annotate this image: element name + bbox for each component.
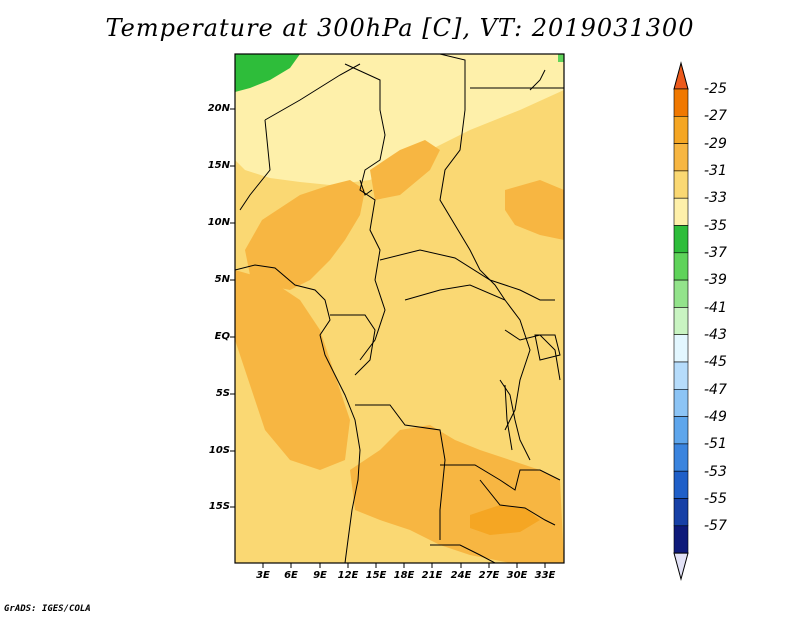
field-minus-37 bbox=[235, 54, 300, 92]
lat-label-20n: 20N bbox=[207, 103, 230, 114]
colorbar-label: -39 bbox=[704, 272, 727, 288]
field-minus-31-sudan bbox=[505, 180, 564, 240]
colorbar-swatch bbox=[673, 225, 689, 254]
colorbar-swatch bbox=[673, 197, 689, 226]
lat-label-15s: 15S bbox=[208, 501, 230, 512]
lon-label-9e: 9E bbox=[313, 570, 327, 581]
map-title: Temperature at 300hPa [C], VT: 201903130… bbox=[105, 14, 695, 42]
grads-credit: GrADS: IGES/COLA bbox=[4, 604, 91, 614]
colorbar-top-arrow bbox=[673, 61, 689, 90]
lat-label-5s: 5S bbox=[215, 388, 230, 399]
colorbar-label: -55 bbox=[704, 491, 727, 507]
colorbar-label: -57 bbox=[704, 518, 727, 534]
lon-label-12e: 12E bbox=[337, 570, 359, 581]
lon-label-21e: 21E bbox=[421, 570, 443, 581]
lat-label-5n: 5N bbox=[214, 274, 230, 285]
colorbar-swatch bbox=[673, 416, 689, 445]
colorbar-swatch bbox=[673, 116, 689, 144]
colorbar-swatch bbox=[673, 443, 689, 472]
country-borders bbox=[235, 54, 564, 563]
colorbar-swatch bbox=[673, 334, 689, 363]
lat-label-10n: 10N bbox=[207, 217, 230, 228]
lon-label-33e: 33E bbox=[534, 570, 556, 581]
lat-label-eq: EQ bbox=[214, 331, 230, 342]
colorbar-swatch bbox=[673, 498, 689, 527]
field-minus-35-north bbox=[235, 54, 564, 185]
axis-ticks bbox=[230, 108, 546, 568]
colorbar-label: -33 bbox=[704, 190, 727, 206]
colorbar-label: -49 bbox=[704, 409, 727, 425]
colorbar-label: -31 bbox=[704, 163, 727, 179]
field-minus-29 bbox=[470, 505, 540, 535]
temperature-field bbox=[235, 54, 564, 563]
lat-label-10s: 10S bbox=[208, 445, 230, 456]
map-frame bbox=[234, 53, 565, 564]
colorbar-label: -29 bbox=[704, 136, 727, 152]
colorbar-swatch bbox=[673, 279, 689, 308]
colorbar-label: -47 bbox=[704, 382, 727, 398]
colorbar-label: -45 bbox=[704, 354, 727, 370]
colorbar-label: -41 bbox=[704, 300, 727, 316]
colorbar-swatch bbox=[673, 388, 689, 417]
colorbar-swatch bbox=[673, 252, 689, 281]
field-minus-31-west-africa bbox=[245, 180, 365, 290]
colorbar-swatch bbox=[673, 525, 689, 554]
lon-label-30e: 30E bbox=[506, 570, 528, 581]
colorbar bbox=[673, 61, 689, 582]
colorbar-label: -37 bbox=[704, 245, 727, 261]
colorbar-swatch bbox=[673, 143, 689, 172]
lon-label-3e: 3E bbox=[256, 570, 270, 581]
colorbar-label: -25 bbox=[704, 81, 727, 97]
colorbar-label: -51 bbox=[704, 436, 727, 452]
colorbar-swatch bbox=[673, 361, 689, 390]
field-minus-37-east bbox=[558, 54, 564, 62]
colorbar-swatch bbox=[673, 470, 689, 499]
colorbar-swatch bbox=[673, 170, 689, 199]
lat-label-15n: 15N bbox=[207, 160, 230, 171]
field-minus-31-chad bbox=[370, 140, 440, 200]
lon-label-27e: 27E bbox=[478, 570, 500, 581]
colorbar-label: -27 bbox=[704, 108, 727, 124]
colorbar-swatch bbox=[673, 88, 689, 117]
colorbar-label: -35 bbox=[704, 218, 727, 234]
colorbar-label: -43 bbox=[704, 327, 727, 343]
lon-label-24e: 24E bbox=[450, 570, 472, 581]
lon-label-18e: 18E bbox=[393, 570, 415, 581]
lon-label-6e: 6E bbox=[284, 570, 298, 581]
lon-label-15e: 15E bbox=[365, 570, 387, 581]
colorbar-bottom-arrow bbox=[673, 552, 689, 582]
colorbar-swatch bbox=[673, 307, 689, 335]
colorbar-label: -53 bbox=[704, 464, 727, 480]
field-minus-31-atlantic bbox=[235, 270, 350, 470]
